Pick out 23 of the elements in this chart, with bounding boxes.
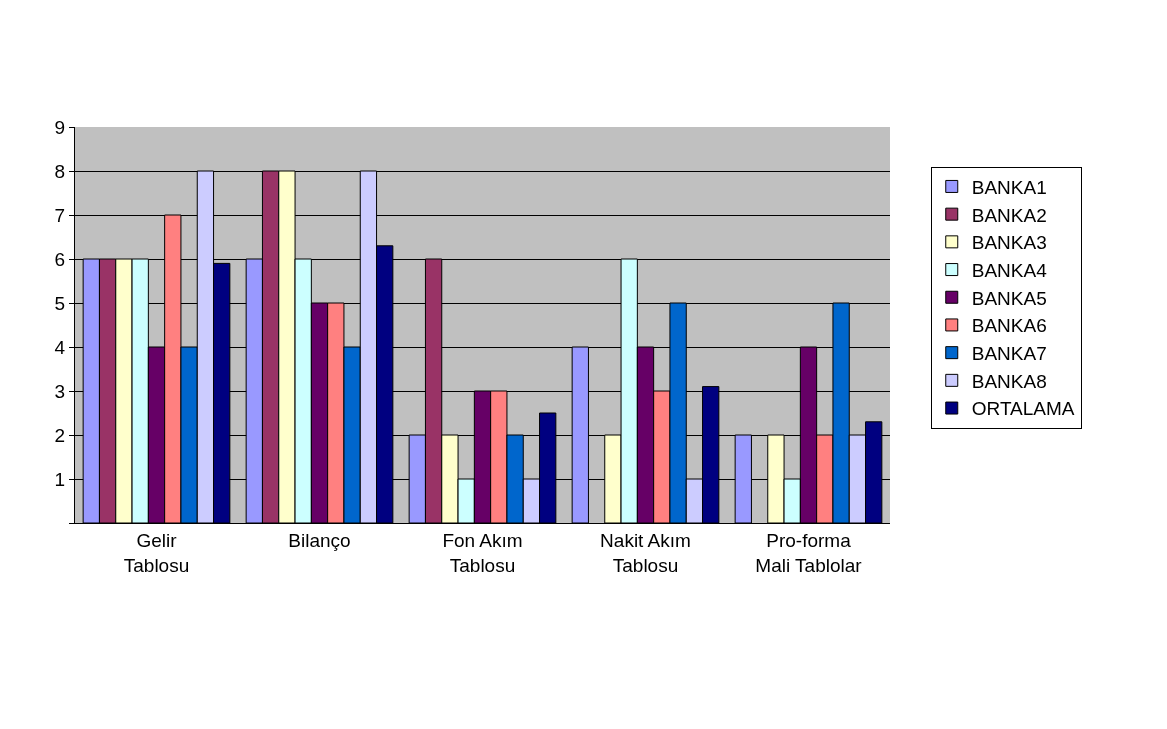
legend-label: BANKA1 <box>971 176 1047 198</box>
legend-label: BANKA2 <box>971 204 1047 226</box>
y-tick-label: 7 <box>54 204 66 226</box>
x-tick-label: Bilanço <box>288 529 351 551</box>
legend-label: BANKA6 <box>971 315 1047 337</box>
legend-label: BANKA8 <box>971 370 1047 392</box>
x-tick-label: Pro-forma Mali Tablolar <box>755 529 863 576</box>
y-tick-label: 9 <box>54 116 66 138</box>
legend-label: ORTALAMA <box>971 398 1075 420</box>
y-tick-label: 8 <box>54 160 66 182</box>
y-tick-label: 4 <box>54 336 66 358</box>
y-tick-label: 1 <box>54 468 66 490</box>
y-tick-label: 2 <box>54 424 66 446</box>
legend-label: BANKA3 <box>971 232 1047 254</box>
y-tick-label: 5 <box>54 292 66 314</box>
x-tick-label: Gelir Tablosu <box>123 529 190 576</box>
y-tick-label: 3 <box>54 380 66 402</box>
x-tick-label: Nakit Akım Tablosu <box>600 529 691 576</box>
legend-label: BANKA7 <box>971 343 1047 365</box>
legend-label: BANKA4 <box>971 259 1048 281</box>
y-tick-label: 6 <box>54 248 66 270</box>
legend-label: BANKA5 <box>971 287 1047 309</box>
x-tick-label: Fon Akım Tablosu <box>442 529 523 576</box>
